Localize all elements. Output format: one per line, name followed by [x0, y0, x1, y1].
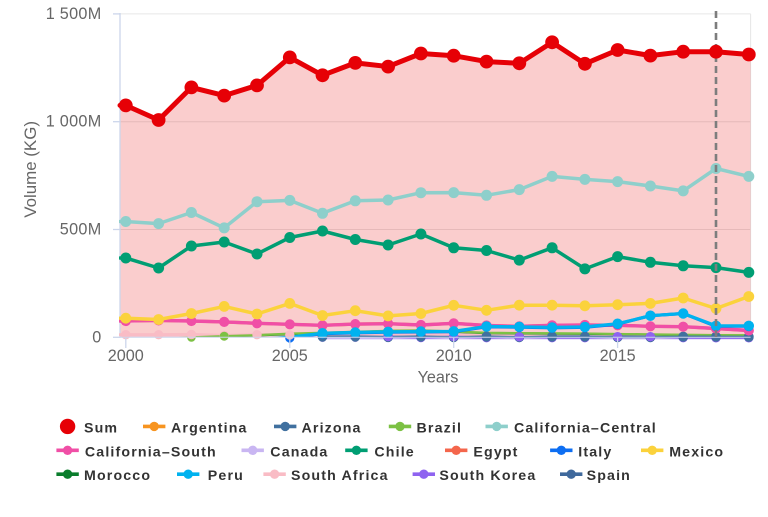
svg-text:Sum: Sum — [84, 420, 118, 436]
svg-text:2005: 2005 — [272, 347, 308, 365]
svg-text:Years: Years — [418, 368, 459, 386]
svg-text:Peru: Peru — [208, 468, 244, 484]
svg-text:2015: 2015 — [600, 347, 636, 365]
svg-text:1 500M: 1 500M — [46, 5, 102, 23]
svg-text:Spain: Spain — [587, 468, 631, 484]
svg-text:500M: 500M — [60, 221, 102, 239]
svg-text:Canada: Canada — [270, 444, 328, 460]
svg-text:Mexico: Mexico — [669, 444, 724, 460]
svg-text:Volume (KG): Volume (KG) — [21, 121, 40, 218]
svg-text:California–South: California–South — [85, 444, 217, 460]
svg-text:2010: 2010 — [436, 347, 472, 365]
svg-text:Italy: Italy — [578, 444, 612, 460]
svg-text:Brazil: Brazil — [417, 420, 463, 436]
svg-text:Chile: Chile — [374, 444, 414, 460]
svg-text:South Africa: South Africa — [291, 468, 389, 484]
svg-text:Morocco: Morocco — [84, 468, 151, 484]
svg-text:Arizona: Arizona — [302, 420, 362, 436]
svg-text:Egypt: Egypt — [473, 444, 518, 460]
svg-text:2000: 2000 — [108, 347, 144, 365]
svg-text:1 000M: 1 000M — [46, 113, 102, 131]
svg-text:California–Central: California–Central — [514, 420, 657, 436]
svg-text:0: 0 — [92, 328, 101, 346]
svg-text:Argentina: Argentina — [171, 420, 248, 436]
svg-text:South Korea: South Korea — [439, 468, 536, 484]
